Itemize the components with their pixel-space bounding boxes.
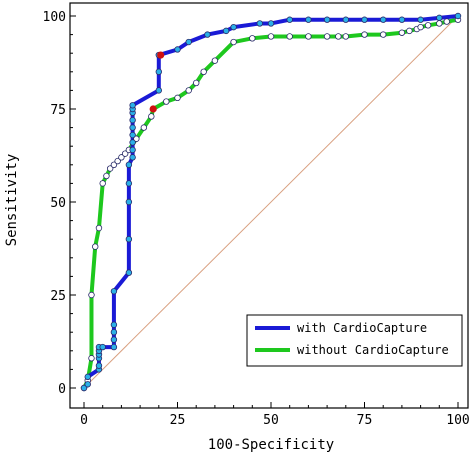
series-point-1 [110, 161, 118, 168]
marker-layer [80, 12, 462, 392]
x-tick-label: 25 [170, 413, 186, 428]
x-tick-label: 75 [357, 413, 373, 428]
series-point-0 [99, 343, 106, 351]
series-point-0 [125, 161, 133, 168]
legend-box [246, 314, 463, 367]
series-point-1 [88, 291, 95, 299]
x-axis-title: 100-Specificity [208, 437, 334, 453]
series-point-0 [84, 373, 91, 381]
optimal-point-1 [149, 105, 157, 113]
series-point-0 [380, 16, 387, 23]
series-point-0 [323, 16, 331, 23]
y-tick-label: 25 [50, 289, 66, 304]
series-point-0 [417, 16, 424, 23]
series-point-0 [110, 329, 118, 336]
series-point-0 [436, 14, 443, 22]
series-point-1 [88, 355, 95, 362]
series-point-1 [148, 113, 155, 120]
series-point-0 [129, 139, 136, 146]
series-point-1 [133, 135, 140, 142]
series-point-1 [106, 165, 114, 172]
series-point-0 [305, 16, 312, 23]
series-point-0 [286, 16, 293, 23]
series-point-1 [424, 22, 432, 29]
series-point-1 [267, 33, 275, 40]
series-point-1 [140, 124, 148, 131]
series-point-1 [95, 224, 103, 232]
legend-label-without: without CardioCapture [297, 343, 449, 357]
series-point-1 [443, 18, 450, 25]
series-point-1 [286, 33, 293, 40]
series-point-0 [110, 336, 118, 343]
series-point-0 [80, 384, 88, 392]
x-tick-label: 100 [446, 413, 469, 428]
series-point-0 [129, 116, 136, 124]
series-point-1 [380, 31, 387, 38]
series-point-0 [84, 381, 91, 388]
series-point-1 [103, 172, 110, 180]
legend-label-with: with CardioCapture [297, 321, 427, 335]
y-tick-label: 100 [43, 10, 66, 25]
y-axis-title: Sensitivity [4, 154, 20, 247]
series-point-1 [99, 180, 106, 187]
y-tick-label: 0 [58, 382, 66, 397]
series-point-0 [454, 12, 462, 20]
series-point-0 [110, 321, 118, 328]
optimal-point-0 [157, 51, 165, 59]
series-point-1 [305, 33, 312, 40]
series-point-0 [222, 27, 230, 35]
series-point-1 [211, 57, 219, 64]
series-point-1 [174, 94, 181, 102]
series-point-1 [406, 27, 413, 35]
series-point-1 [417, 23, 424, 31]
series-point-1 [200, 68, 207, 75]
y-tick-label: 50 [50, 196, 66, 211]
series-point-0 [125, 269, 133, 276]
series-point-0 [185, 38, 192, 46]
series-point-0 [125, 180, 133, 187]
series-point-0 [110, 288, 118, 295]
series-point-1 [249, 35, 256, 42]
axes-layer: 0 25 50 75 100 0 25 50 75 100 [43, 10, 470, 428]
series-point-1 [230, 38, 237, 46]
series-point-0 [174, 46, 181, 53]
series-point-0 [361, 16, 368, 23]
series-point-0 [95, 362, 103, 369]
series-point-1 [192, 79, 200, 87]
series-point-1 [342, 33, 349, 40]
series-point-0 [125, 235, 133, 243]
series-point-0 [129, 146, 136, 154]
series-point-0 [155, 87, 162, 94]
series-point-0 [398, 16, 406, 23]
series-point-0 [110, 343, 118, 351]
series-point-0 [129, 131, 136, 139]
series-point-0 [256, 20, 263, 27]
series-point-1 [185, 87, 192, 94]
series-point-1 [121, 150, 129, 157]
series-point-0 [129, 154, 136, 161]
series-point-1 [118, 154, 125, 161]
x-tick-label: 0 [80, 413, 88, 428]
series-point-1 [323, 33, 331, 40]
series-point-0 [129, 124, 136, 131]
series-point-1 [163, 98, 170, 105]
series-point-0 [267, 20, 275, 27]
series-point-1 [436, 20, 443, 27]
series-point-1 [398, 29, 406, 36]
series-point-0 [230, 23, 237, 31]
series-point-1 [114, 157, 121, 165]
series-point-0 [204, 31, 211, 38]
reference-diagonal [83, 15, 459, 389]
y-tick-label: 75 [50, 103, 66, 118]
series-point-0 [125, 198, 133, 206]
series-point-1 [335, 33, 342, 40]
legend: with CardioCapture without CardioCapture [246, 314, 463, 367]
series-point-1 [92, 243, 99, 250]
x-tick-label: 50 [263, 413, 279, 428]
series-point-0 [342, 16, 349, 23]
series-point-0 [155, 68, 162, 75]
series-point-0 [129, 102, 136, 109]
series-point-1 [361, 31, 368, 38]
